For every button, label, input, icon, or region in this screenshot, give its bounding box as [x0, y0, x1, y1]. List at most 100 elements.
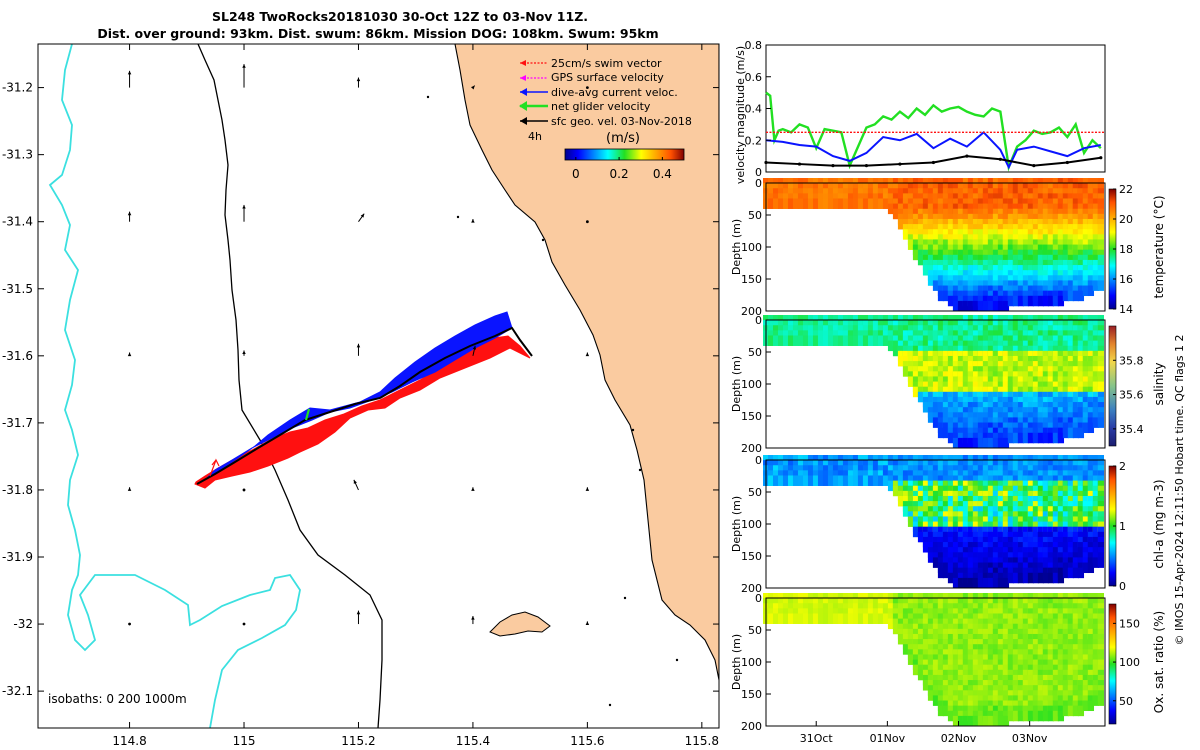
chlorophyll-cells [763, 455, 1105, 589]
chlorophyll-cell [907, 516, 915, 527]
oxygen-cell [947, 710, 955, 722]
temperature-cell [1057, 295, 1065, 307]
map-y-tick-label: -31.6 [2, 349, 33, 363]
oxygen-cell [982, 715, 990, 727]
oxygen-cell [972, 715, 980, 727]
salinity-cell [992, 437, 1000, 449]
temperature-cell [1037, 295, 1045, 307]
oxygen-colorbar-tick-label: 50 [1119, 695, 1133, 708]
salinity-y-tick-label: 100 [741, 378, 762, 391]
geo-arrow-head [471, 616, 475, 620]
temperature-cell [857, 198, 865, 209]
oxygen-cell [802, 613, 810, 624]
map-colorbar-tick-label: 0.2 [610, 167, 629, 181]
temperature-cell [947, 295, 955, 307]
salinity-cell [772, 335, 780, 346]
temperature-cell [802, 198, 810, 209]
geostrophic-arrows [127, 64, 590, 626]
map-y-axis: -31.2 -31.3 -31.4 -31.5 -31.6 -31.7 -31.8 -31.9… [2, 81, 719, 698]
chlorophyll-cell [817, 475, 825, 486]
track-black [196, 326, 533, 485]
rocks [426, 95, 679, 707]
chlorophyll-cell [792, 475, 800, 486]
velocity-geo-point [998, 157, 1002, 161]
salinity-cell [1062, 427, 1070, 439]
temperature-cell [872, 198, 880, 209]
temperature-cell [842, 198, 850, 209]
geo-arrow-head [127, 352, 132, 357]
temperature-cell [927, 275, 935, 286]
oxygen-cell [1087, 700, 1095, 712]
velocity-geo-point [831, 164, 835, 168]
temperature-cell [972, 300, 980, 312]
oxygen-cell [847, 613, 855, 624]
salinity-colorbar [1108, 325, 1117, 447]
oxygen-cell [797, 613, 805, 624]
legend-current: dive-avg current veloc. [520, 86, 678, 99]
velocity-geo-point [1032, 164, 1036, 168]
salinity-cell [1097, 417, 1105, 428]
oxygen-cell [967, 715, 975, 727]
chlorophyll-cell [1092, 557, 1100, 568]
oxygen-cell [887, 618, 895, 630]
chlorophyll-cell [892, 485, 900, 497]
oxygen-cell [777, 613, 785, 624]
oxygen-cell [1082, 700, 1090, 712]
chlorophyll-cell [1017, 572, 1025, 584]
chlorophyll-cell [1087, 562, 1095, 574]
salinity-cell [822, 335, 830, 346]
temperature-cell [1042, 295, 1050, 307]
map-y-tick-label: -31.9 [2, 550, 33, 564]
chlorophyll-cell [1032, 572, 1040, 584]
oxygen-y-tick-label: 200 [741, 720, 762, 733]
salinity-cell [937, 427, 945, 439]
chlorophyll-cell [1012, 572, 1020, 584]
chlorophyll-cell [902, 506, 910, 517]
chlorophyll-cell [977, 577, 985, 589]
land-mass [454, 44, 719, 681]
temperature-cell [1027, 295, 1035, 307]
salinity-cell [777, 335, 785, 346]
geo-arrow-head [360, 213, 365, 218]
salinity-cell [852, 335, 860, 346]
velocity-geo-point [864, 164, 869, 168]
track-swim-vectors [194, 335, 531, 489]
oxygen-cell [962, 715, 970, 727]
salinity-cell [897, 355, 905, 367]
chlorophyll-y-tick-label: 200 [741, 582, 762, 595]
chlorophyll-y-tick-label: 50 [748, 486, 762, 499]
salinity-cell [832, 335, 840, 346]
temperature-colorbar-label: temperature (°C) [1152, 196, 1166, 299]
salinity-cell [882, 335, 890, 346]
oxygen-cell [1017, 710, 1025, 722]
temperature-cell [912, 249, 920, 261]
salinity-cell [917, 391, 925, 403]
chlorophyll-colorbar-label: chl-a (mg m-3) [1152, 479, 1166, 568]
oxygen-cell [1052, 710, 1060, 722]
temperature-y-tick-label: 100 [741, 241, 762, 254]
map-x-axis: 114.8 115 115.2 115.4 115.6 115.8 [112, 44, 719, 748]
oxygen-cell [857, 613, 865, 624]
map-colorbar-tick-label: 0 [572, 167, 580, 181]
oxygen-panel: 0 50 100 150 200 Depth (m) 50 100 150 Ox. sat. ra… [730, 592, 1166, 733]
salinity-cell [792, 335, 800, 346]
temperature-cell [1017, 295, 1025, 307]
geo-arrow-head [585, 487, 590, 491]
oxygen-cell [917, 669, 925, 681]
chlorophyll-cell [812, 475, 820, 486]
oxygen-cell [1047, 710, 1055, 722]
chlorophyll-ylabel: Depth (m) [730, 496, 743, 552]
salinity-panel: 0 50 100 150 200 Depth (m) 35.4 35.6 35.8 salinit… [730, 314, 1166, 455]
oxygen-cell [1027, 710, 1035, 722]
salinity-cell [1017, 432, 1025, 444]
chlorophyll-cell [832, 475, 840, 486]
temperature-cell [777, 198, 785, 209]
salinity-cell [847, 335, 855, 346]
chlorophyll-cell [1027, 572, 1035, 584]
geo-arrow-head [356, 77, 361, 82]
salinity-cell [932, 417, 940, 428]
geo-arrow-head [242, 204, 246, 209]
temperature-ylabel: Depth (m) [730, 219, 743, 275]
temperature-cell [1072, 290, 1080, 302]
